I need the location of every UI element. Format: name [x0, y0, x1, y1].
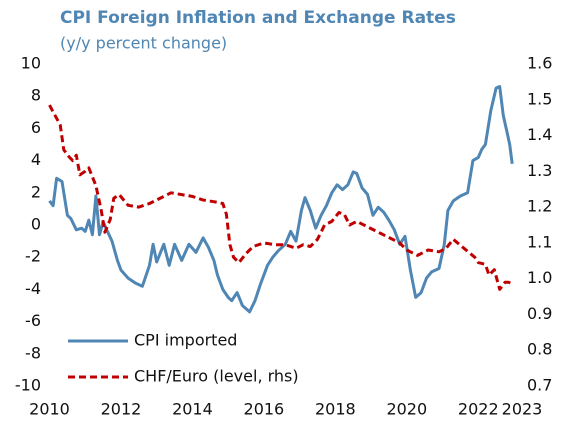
y-tick-label: -2 — [25, 247, 41, 266]
x-tick-label: 2010 — [29, 400, 70, 419]
y2-tick-label: 0.8 — [527, 340, 552, 359]
x-tick-label: 2014 — [172, 400, 213, 419]
y-tick-label: -8 — [25, 343, 41, 362]
y2-tick-label: 1.2 — [527, 197, 552, 216]
y2-tick-label: 1.3 — [527, 161, 552, 180]
y-tick-label: -10 — [15, 376, 41, 395]
y-tick-label: -6 — [25, 311, 41, 330]
y2-tick-label: 1.1 — [527, 232, 552, 251]
series-line — [48, 85, 514, 314]
chart-title: CPI Foreign Inflation and Exchange Rates — [60, 8, 456, 28]
y-tick-label: 4 — [31, 150, 41, 169]
y-tick-label: 6 — [31, 118, 41, 137]
y2-tick-label: 1.4 — [527, 125, 552, 144]
y-tick-label: 2 — [31, 182, 41, 201]
y-tick-label: 10 — [21, 54, 41, 73]
y2-tick-label: 0.9 — [527, 304, 552, 323]
y-tick-label: -4 — [25, 279, 41, 298]
y-tick-label: 8 — [31, 86, 41, 105]
x-tick-label: 2018 — [315, 400, 356, 419]
y2-tick-label: 1.5 — [527, 89, 552, 108]
chart-subtitle: (y/y percent change) — [60, 34, 227, 53]
x-tick-label: 2022 — [458, 400, 499, 419]
x-tick-label: 2016 — [244, 400, 285, 419]
x-tick-label: 2020 — [386, 400, 427, 419]
y2-tick-label: 1.6 — [527, 54, 552, 73]
y2-tick-label: 0.7 — [527, 376, 552, 395]
y-tick-label: 0 — [31, 215, 41, 234]
x-tick-label: 2023 — [502, 400, 543, 419]
x-tick-label: 2012 — [101, 400, 142, 419]
legend-label: CHF/Euro (level, rhs) — [134, 367, 299, 386]
series-line — [48, 104, 513, 291]
legend-label: CPI imported — [134, 331, 237, 350]
y2-tick-label: 1.0 — [527, 268, 552, 287]
